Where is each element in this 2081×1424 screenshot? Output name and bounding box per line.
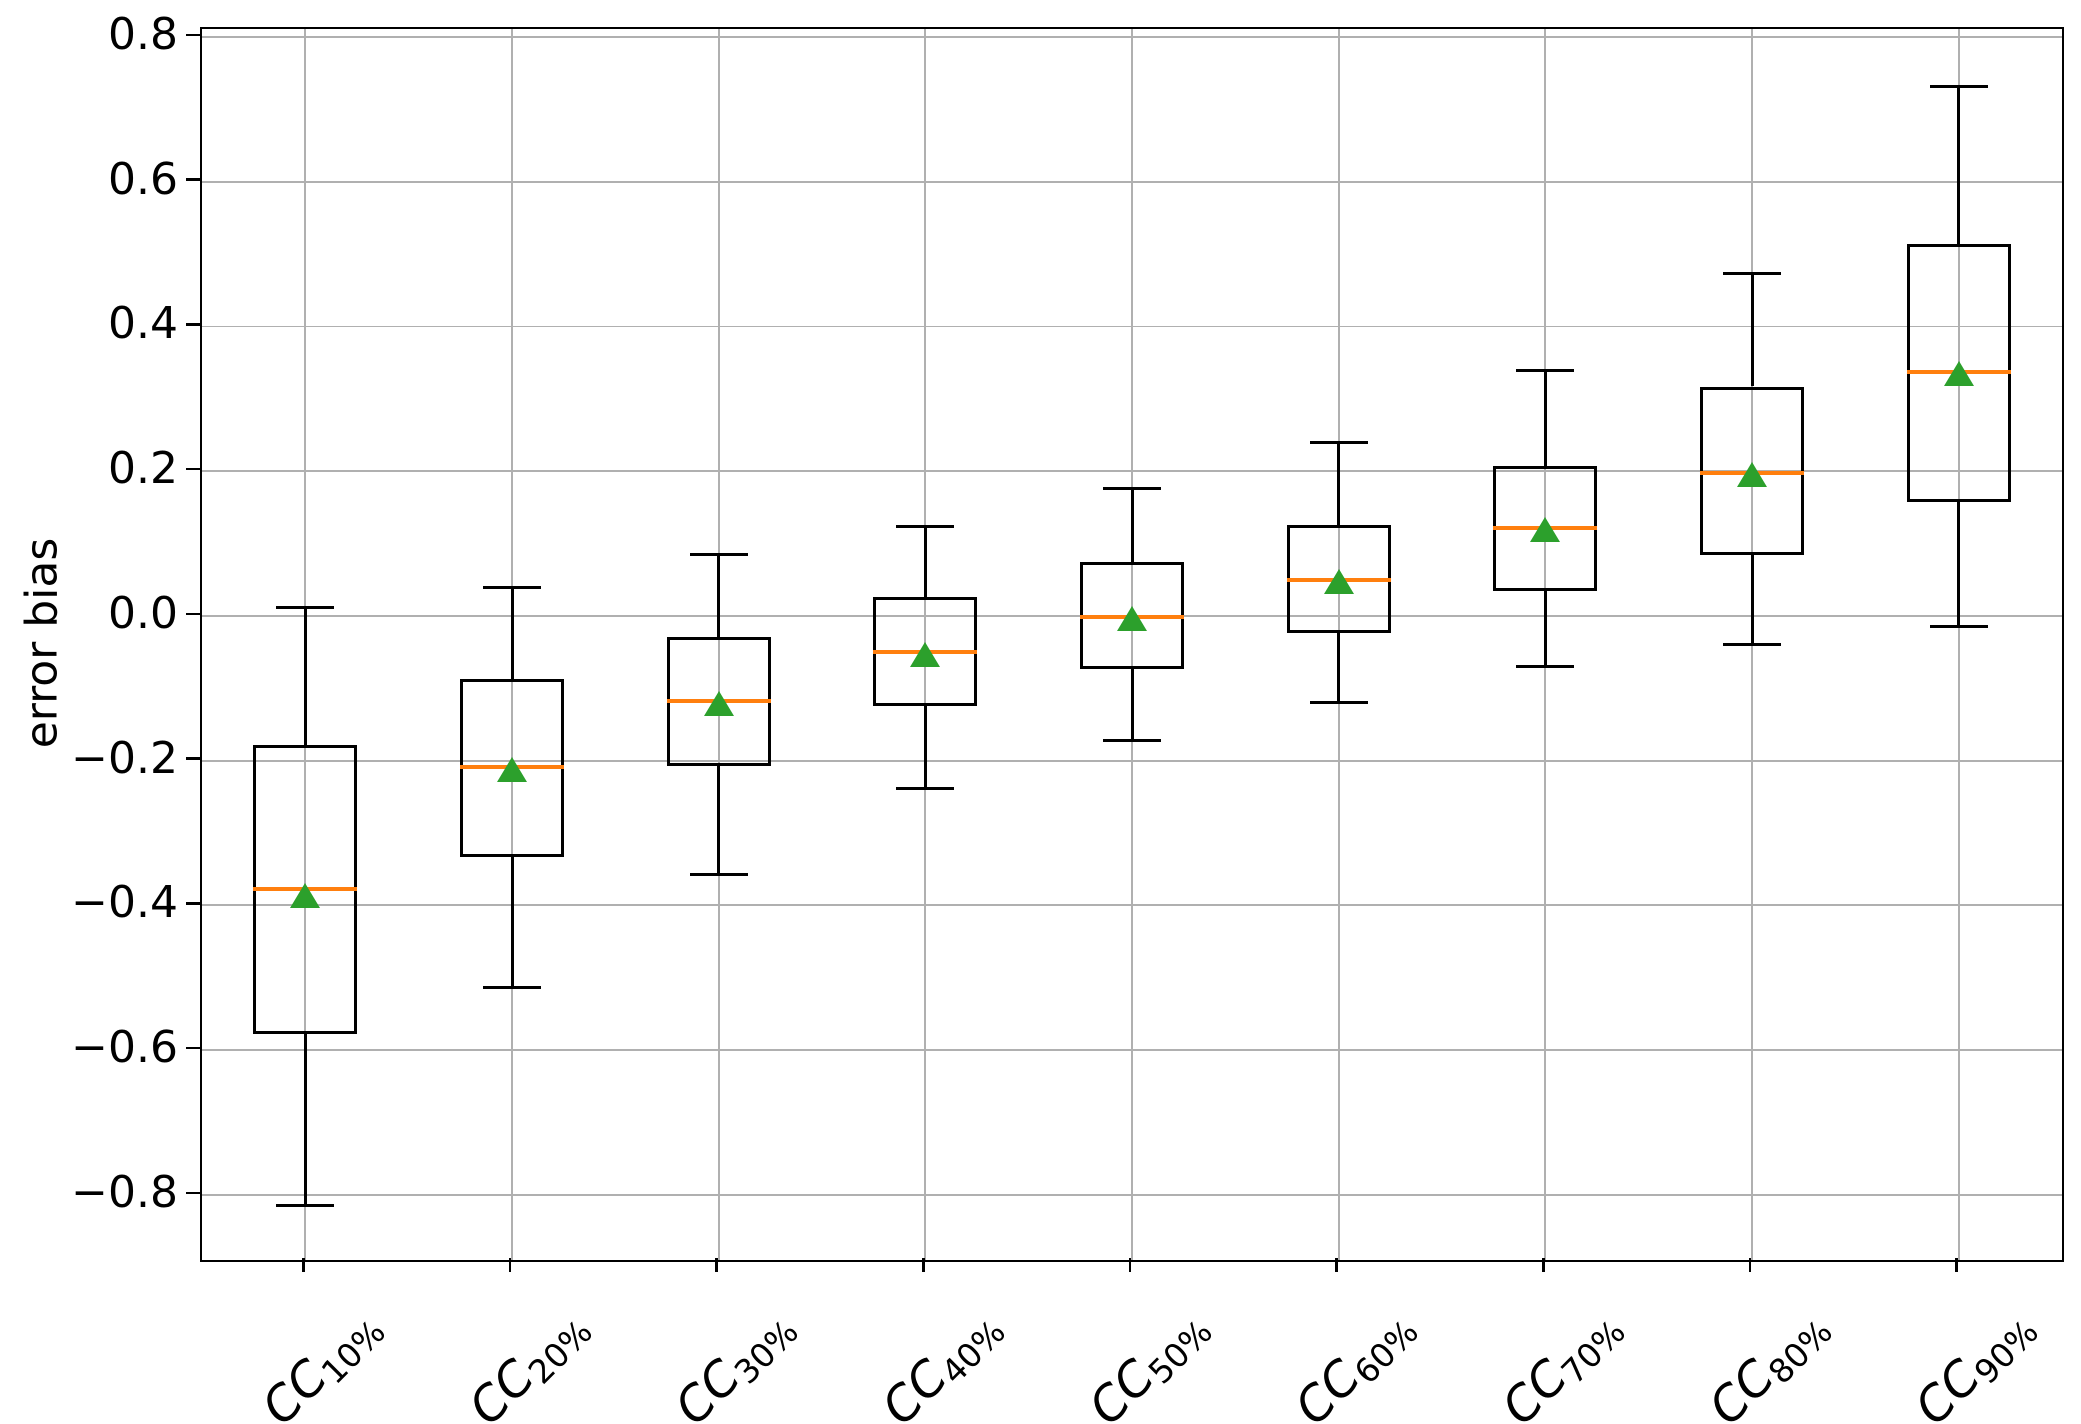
y-tick — [186, 178, 200, 181]
y-tick — [186, 757, 200, 760]
whisker-lower — [1957, 501, 1961, 627]
x-tick — [1542, 1258, 1545, 1272]
whisker-upper — [1130, 488, 1134, 563]
mean-marker — [910, 642, 941, 668]
y-tick-label: 0.6 — [108, 153, 178, 205]
y-tick — [186, 33, 200, 37]
whisker-lower — [923, 706, 927, 789]
whisker-lower — [1337, 632, 1341, 703]
x-tick-label: CC50% — [1078, 1300, 1223, 1424]
whisker-lower — [510, 856, 514, 988]
x-tick — [508, 1258, 512, 1272]
whisker-cap-bottom — [1309, 701, 1368, 705]
mean-marker — [497, 757, 527, 783]
y-tick — [186, 1191, 200, 1195]
y-tick — [186, 902, 200, 905]
whisker-cap-top — [1103, 487, 1161, 491]
box — [1700, 386, 1804, 556]
y-tick-label: 0.2 — [108, 443, 178, 495]
whisker-lower — [1750, 555, 1754, 645]
whisker-cap-bottom — [483, 985, 541, 989]
whisker-cap-bottom — [1929, 625, 1988, 629]
mean-marker — [1737, 462, 1767, 488]
whisker-cap-bottom — [689, 872, 748, 876]
whisker-cap-top — [483, 586, 541, 590]
x-gridline — [1131, 29, 1133, 1260]
y-tick-label: −0.8 — [71, 1166, 178, 1218]
whisker-cap-bottom — [896, 786, 955, 790]
mean-marker — [1323, 569, 1354, 595]
mean-marker — [1943, 361, 1974, 387]
whisker-upper — [1750, 273, 1754, 387]
x-tick-label: CC40% — [871, 1300, 1016, 1424]
y-tick — [186, 467, 200, 471]
x-tick — [1335, 1258, 1338, 1272]
plot-area — [200, 27, 2064, 1262]
whisker-cap-top — [1309, 440, 1368, 444]
x-tick — [1128, 1258, 1132, 1272]
whisker-lower — [717, 766, 721, 875]
y-axis-label: error bias — [16, 537, 68, 749]
x-tick — [1748, 1258, 1752, 1272]
y-tick-label: −0.6 — [71, 1022, 178, 1074]
y-tick — [186, 1046, 200, 1050]
whisker-upper — [303, 607, 307, 745]
x-tick-label: CC20% — [458, 1300, 603, 1424]
x-tick — [922, 1258, 925, 1272]
whisker-lower — [1543, 591, 1547, 667]
y-tick-label: 0.0 — [108, 587, 178, 639]
mean-marker — [1530, 517, 1561, 543]
x-tick-label: CC60% — [1285, 1300, 1429, 1424]
y-tick-label: −0.2 — [71, 732, 178, 784]
x-tick-label: CC10% — [251, 1300, 396, 1424]
whisker-upper — [923, 526, 927, 598]
whisker-upper — [1957, 86, 1961, 244]
y-tick-label: 0.4 — [108, 298, 178, 350]
y-tick — [186, 323, 200, 326]
whisker-cap-top — [1516, 369, 1575, 373]
whisker-cap-bottom — [276, 1204, 335, 1208]
mean-marker — [703, 691, 734, 717]
whisker-upper — [510, 587, 514, 679]
mean-marker — [1117, 606, 1147, 632]
whisker-cap-top — [276, 605, 335, 609]
whisker-cap-bottom — [1516, 665, 1575, 669]
whisker-lower — [303, 1034, 307, 1206]
x-tick — [302, 1258, 305, 1272]
x-tick-label: CC30% — [665, 1300, 809, 1424]
x-tick-label: CC80% — [1698, 1300, 1843, 1424]
y-tick-label: 0.8 — [108, 8, 178, 60]
x-tick — [715, 1258, 718, 1272]
whisker-cap-top — [896, 524, 955, 528]
whisker-cap-bottom — [1103, 738, 1161, 742]
x-tick-label: CC90% — [1905, 1300, 2049, 1424]
x-gridline — [717, 29, 720, 1260]
y-tick-label: −0.4 — [71, 877, 178, 929]
whisker-cap-top — [1929, 84, 1988, 88]
x-tick-label: CC70% — [1491, 1300, 1636, 1424]
whisker-lower — [1130, 668, 1134, 741]
mean-marker — [290, 882, 321, 908]
x-gridline — [1957, 29, 1960, 1260]
whisker-upper — [1337, 442, 1341, 526]
whisker-upper — [717, 554, 721, 637]
whisker-cap-bottom — [1723, 643, 1781, 647]
y-tick — [186, 612, 200, 616]
x-tick — [1955, 1258, 1958, 1272]
whisker-cap-top — [1723, 272, 1781, 276]
whisker-upper — [1543, 370, 1547, 467]
whisker-cap-top — [689, 552, 748, 556]
